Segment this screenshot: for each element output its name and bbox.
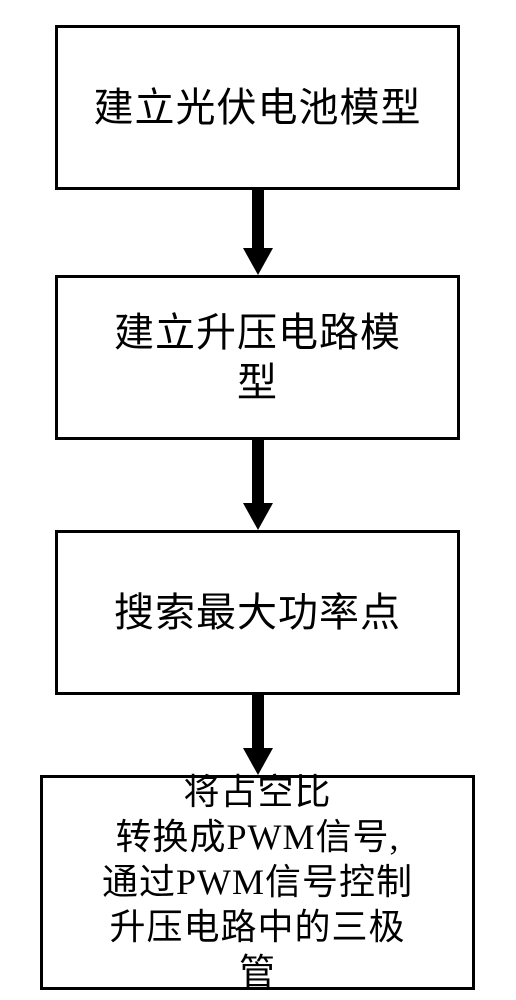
flowchart-node-4: 将占空比 转换成PWM信号, 通过PWM信号控制 升压电路中的三极 管: [40, 775, 475, 990]
arrow-1: [240, 190, 276, 275]
node-label: 建立升压电路模 型: [114, 308, 401, 408]
flowchart-node-1: 建立光伏电池模型: [55, 25, 460, 190]
node-label: 搜索最大功率点: [114, 588, 401, 638]
arrow-2: [240, 440, 276, 530]
flowchart-node-3: 搜索最大功率点: [55, 530, 460, 695]
arrow-3: [240, 695, 276, 775]
node-label: 将占空比 转换成PWM信号, 通过PWM信号控制 升压电路中的三极 管: [102, 770, 413, 995]
flowchart-container: 建立光伏电池模型 建立升压电路模 型 搜索最大功率点 将占空比 转换成PWM信号…: [0, 0, 516, 1000]
node-label: 建立光伏电池模型: [94, 83, 422, 133]
flowchart-node-2: 建立升压电路模 型: [55, 275, 460, 440]
